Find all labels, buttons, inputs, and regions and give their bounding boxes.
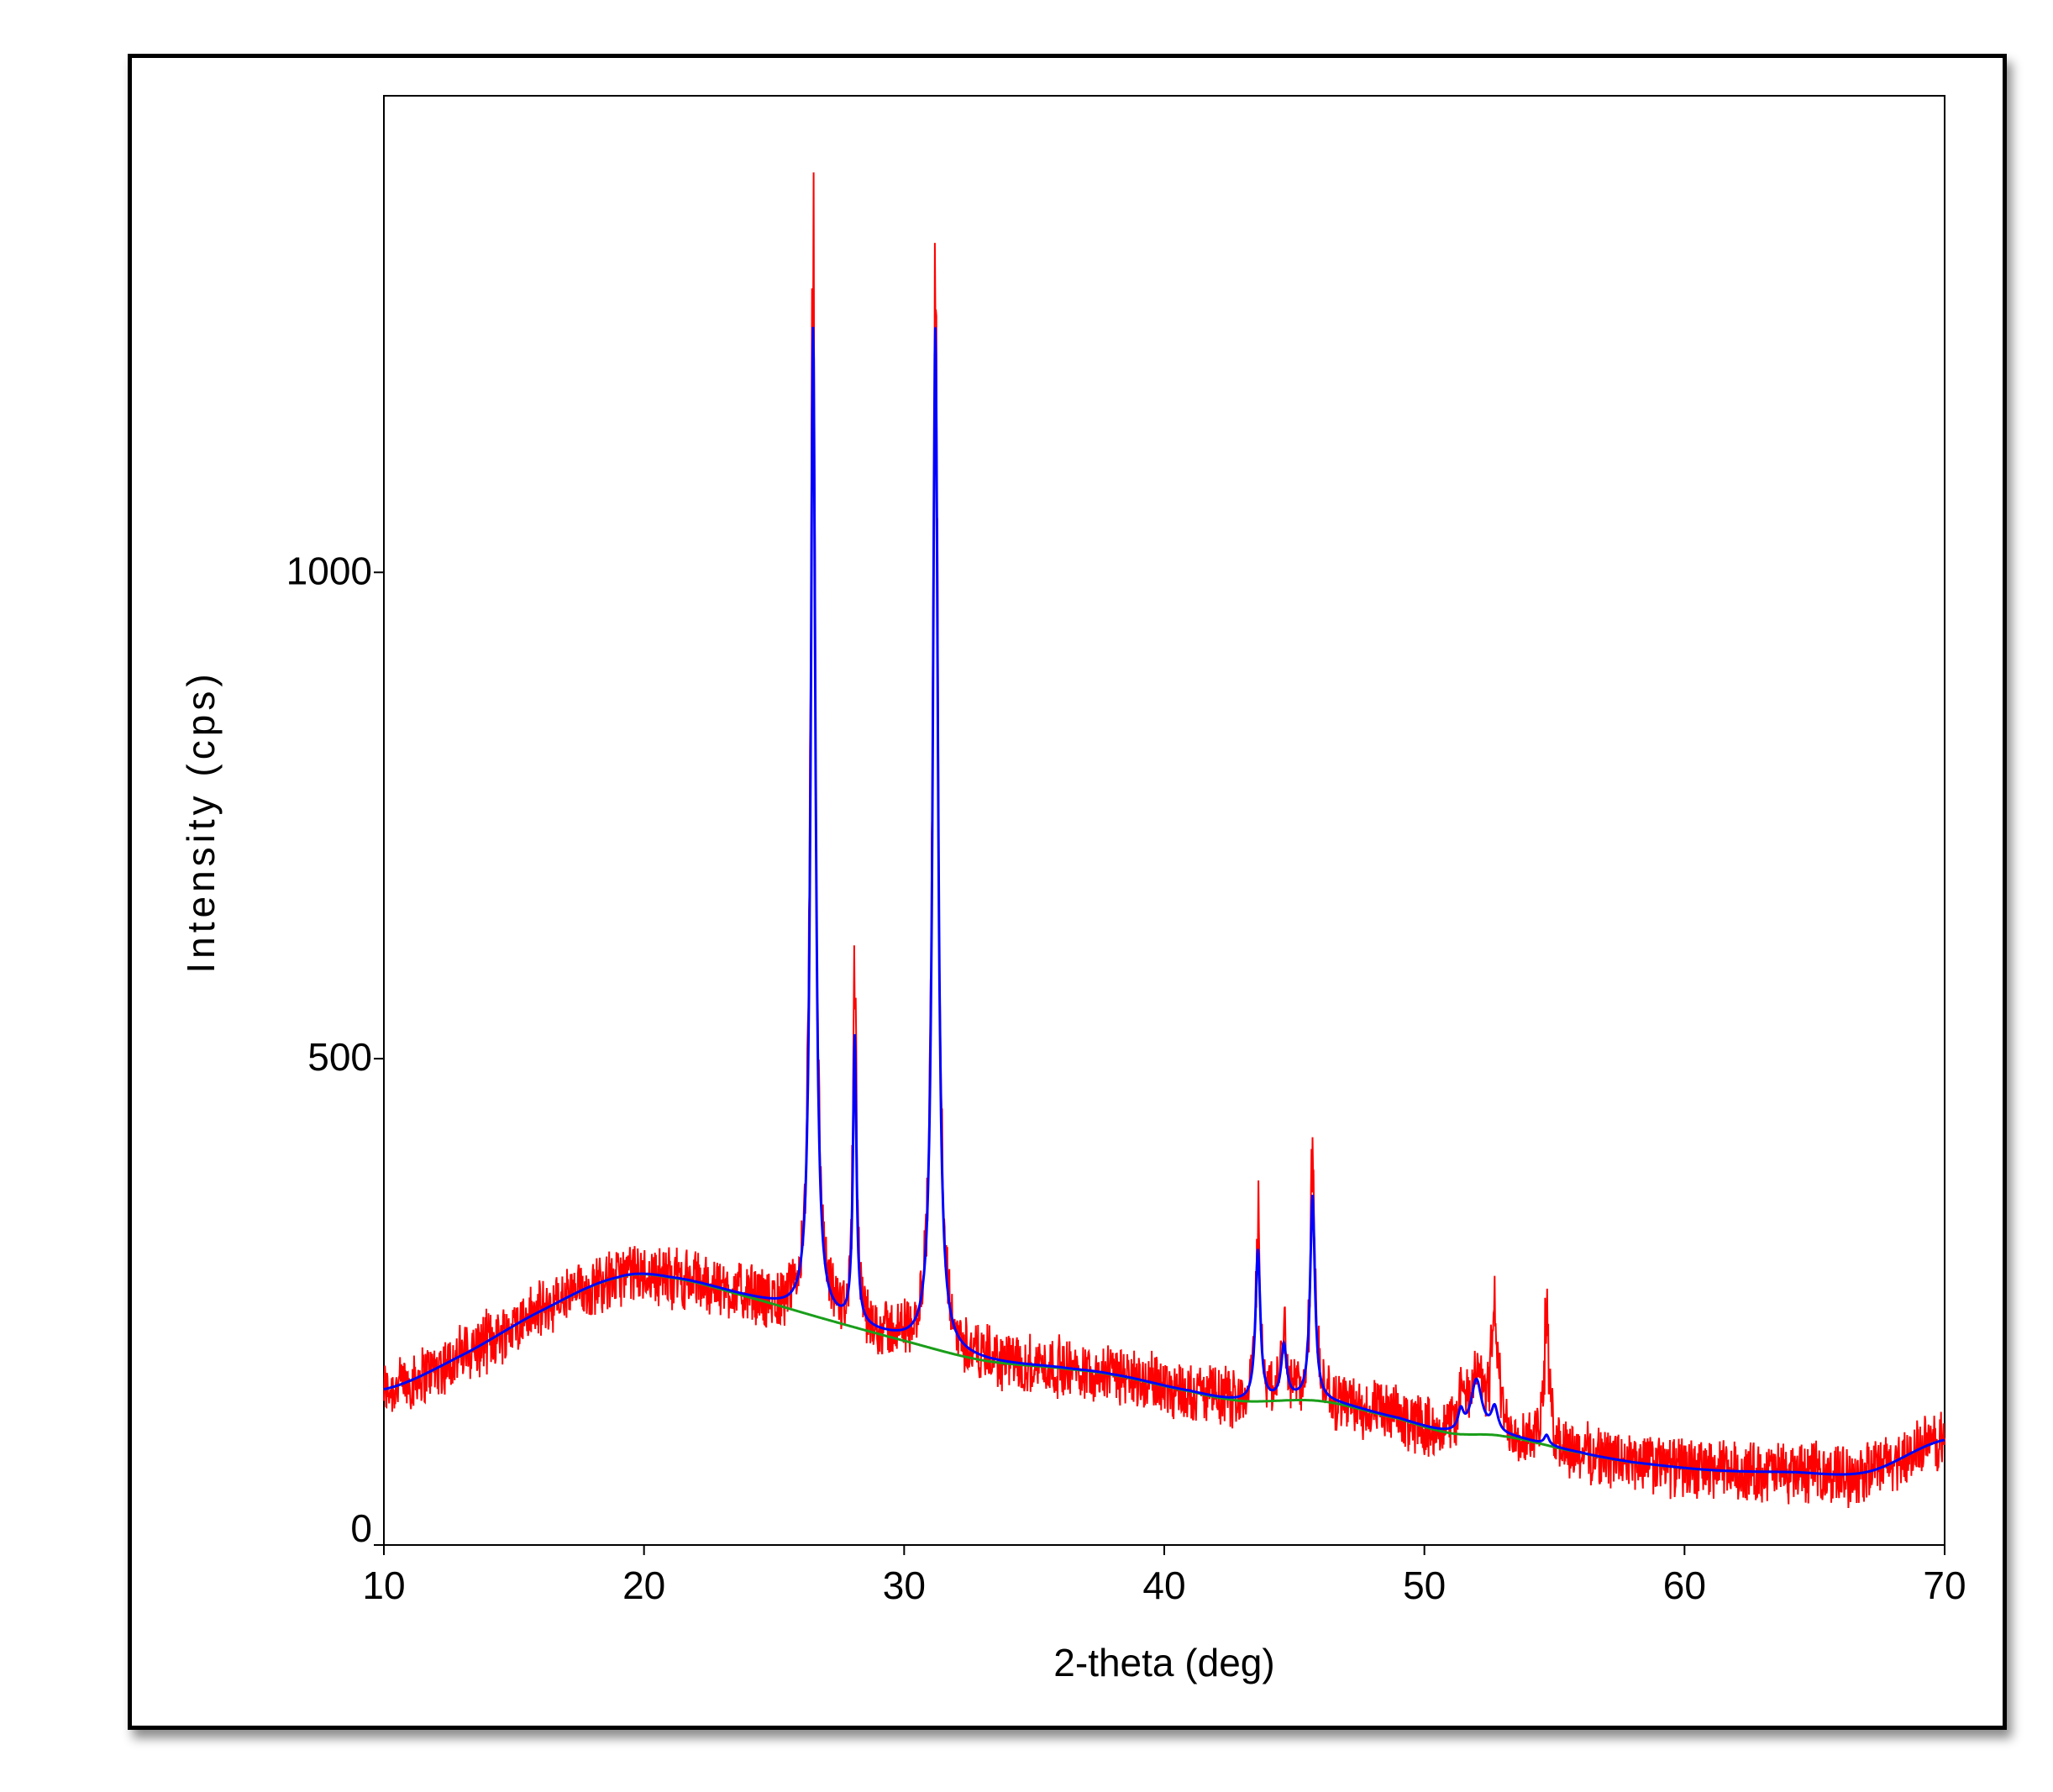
y-tick-label: 0 — [350, 1506, 372, 1550]
x-tick-label: 40 — [1142, 1563, 1185, 1607]
y-tick-label: 1000 — [286, 549, 372, 592]
x-tick-label: 50 — [1403, 1563, 1446, 1607]
x-tick-label: 30 — [883, 1563, 926, 1607]
x-axis: 10 20 30 40 50 60 70 — [362, 1545, 1966, 1607]
y-axis: 0 500 1000 — [286, 549, 384, 1550]
plot-area — [383, 95, 1945, 1546]
fit-series-line — [383, 327, 1945, 1476]
x-axis-label: 2-theta (deg) — [1053, 1641, 1274, 1684]
x-tick-label: 70 — [1923, 1563, 1966, 1607]
y-tick-label: 500 — [307, 1035, 372, 1079]
x-tick-label: 10 — [362, 1563, 405, 1607]
x-tick-label: 60 — [1663, 1563, 1706, 1607]
x-tick-label: 20 — [622, 1563, 665, 1607]
y-axis-label: Intensity (cps) — [179, 670, 223, 973]
